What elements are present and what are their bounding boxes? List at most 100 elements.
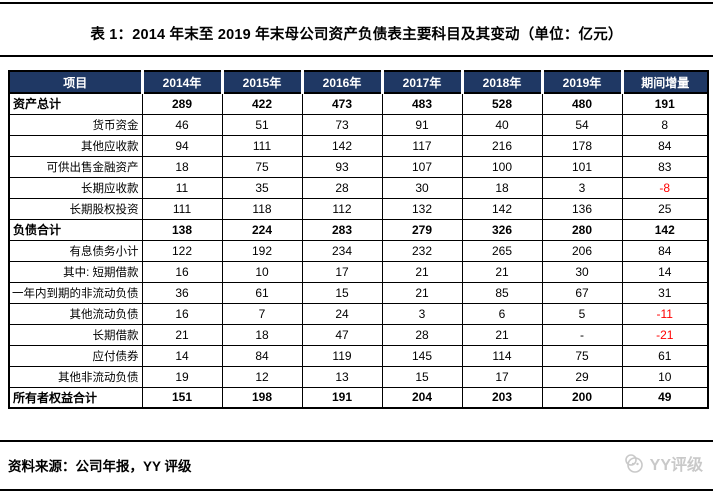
- cell-value: 30: [541, 260, 623, 283]
- cell-value: 84: [621, 134, 709, 157]
- table-row: 可供出售金融资产 18 75 93 107 100 101 83: [8, 155, 709, 178]
- cell-value: 10: [221, 260, 303, 283]
- cell-value: 16: [141, 302, 223, 325]
- cell-value: 13: [301, 365, 383, 388]
- cell-value: 21: [461, 323, 543, 346]
- cell-value: 234: [301, 239, 383, 262]
- table-row: 其他流动负债 16 7 24 3 6 5 -11: [8, 302, 709, 325]
- cell-value: 46: [141, 113, 223, 136]
- cell-value: 192: [221, 239, 303, 262]
- cell-value: 265: [461, 239, 543, 262]
- cell-value: 21: [141, 323, 223, 346]
- cell-value: 480: [541, 92, 623, 115]
- row-label: 其他应收款: [8, 134, 143, 157]
- cell-value: 67: [541, 281, 623, 304]
- cell-value: 142: [301, 134, 383, 157]
- cell-value: 138: [141, 218, 223, 241]
- cell-value: 280: [541, 218, 623, 241]
- cell-value: 51: [221, 113, 303, 136]
- column-header: 期间增量: [620, 71, 708, 94]
- cell-value: 18: [141, 155, 223, 178]
- cell-value: 191: [301, 386, 383, 409]
- cell-value: 36: [141, 281, 223, 304]
- cell-value: 21: [381, 281, 463, 304]
- cell-value: 289: [141, 92, 223, 115]
- table-row: 资产总计 289 422 473 483 528 480 191: [8, 92, 709, 115]
- table-row: 一年内到期的非流动负债 36 61 15 21 85 67 31: [8, 281, 709, 304]
- cell-value: -11: [621, 302, 709, 325]
- cell-value: 91: [381, 113, 463, 136]
- cell-value: 119: [301, 344, 383, 367]
- column-header: 项目: [9, 71, 142, 94]
- cell-value: 206: [541, 239, 623, 262]
- cell-value: 528: [461, 92, 543, 115]
- row-label: 可供出售金融资产: [8, 155, 143, 178]
- cell-value: 25: [621, 197, 709, 220]
- row-label: 长期借款: [8, 323, 143, 346]
- cell-value: 10: [621, 365, 709, 388]
- cell-value: 198: [221, 386, 303, 409]
- column-header: 2015年: [220, 71, 302, 94]
- source-note: 资料来源：公司年报，YY 评级: [8, 459, 192, 474]
- cell-value: 326: [461, 218, 543, 241]
- cell-value: 21: [461, 260, 543, 283]
- cell-value: 111: [141, 197, 223, 220]
- cell-value: 28: [301, 176, 383, 199]
- cell-value: 19: [141, 365, 223, 388]
- cell-value: 178: [541, 134, 623, 157]
- column-header: 2018年: [460, 71, 542, 94]
- top-divider: [0, 2, 713, 4]
- row-label: 其他非流动负债: [8, 365, 143, 388]
- table-header: 项目 2014年 2015年 2016年 2017年 2018年 2019年 期间增量: [9, 71, 708, 94]
- cell-value: 142: [461, 197, 543, 220]
- cell-value: 17: [461, 365, 543, 388]
- table-row: 有息债务小计 122 192 234 232 265 206 84: [8, 239, 709, 262]
- cell-value: 112: [301, 197, 383, 220]
- cell-value: 84: [221, 344, 303, 367]
- cell-value: 93: [301, 155, 383, 178]
- table-row: 其他应收款 94 111 142 117 216 178 84: [8, 134, 709, 157]
- cell-value: 145: [381, 344, 463, 367]
- table-row: 负债合计 138 224 283 279 326 280 142: [8, 218, 709, 241]
- cell-value: 283: [301, 218, 383, 241]
- header-row: 项目 2014年 2015年 2016年 2017年 2018年 2019年 期间增量: [9, 71, 708, 94]
- balance-sheet-table: 项目 2014年 2015年 2016年 2017年 2018年 2019年 期间增量 资产总…: [8, 70, 709, 409]
- row-label: 一年内到期的非流动负债: [8, 281, 143, 304]
- cell-value: 114: [461, 344, 543, 367]
- cell-value: 204: [381, 386, 463, 409]
- cell-value: 94: [141, 134, 223, 157]
- cell-value: 8: [621, 113, 709, 136]
- bottom-divider: [0, 489, 713, 491]
- cell-value: 279: [381, 218, 463, 241]
- cell-value: 111: [221, 134, 303, 157]
- row-label: 有息债务小计: [8, 239, 143, 262]
- row-label: 负债合计: [8, 218, 143, 241]
- watermark: YY评级: [623, 451, 703, 475]
- row-label: 长期应收款: [8, 176, 143, 199]
- yy-logo-icon: [623, 452, 645, 474]
- cell-value: 17: [301, 260, 383, 283]
- cell-value: 101: [541, 155, 623, 178]
- cell-value: -21: [621, 323, 709, 346]
- cell-value: 40: [461, 113, 543, 136]
- cell-value: 200: [541, 386, 623, 409]
- cell-value: 30: [381, 176, 463, 199]
- cell-value: 3: [381, 302, 463, 325]
- cell-value: 15: [301, 281, 383, 304]
- row-label: 应付债券: [8, 344, 143, 367]
- column-header: 2014年: [140, 71, 222, 94]
- table-row: 其他非流动负债 19 12 13 15 17 29 10: [8, 365, 709, 388]
- cell-value: 107: [381, 155, 463, 178]
- title-divider: [0, 55, 713, 57]
- cell-value: 21: [381, 260, 463, 283]
- cell-value: 28: [381, 323, 463, 346]
- cell-value: 142: [621, 218, 709, 241]
- cell-value: 3: [541, 176, 623, 199]
- cell-value: 14: [621, 260, 709, 283]
- cell-value: 31: [621, 281, 709, 304]
- cell-value: 136: [541, 197, 623, 220]
- cell-value: 83: [621, 155, 709, 178]
- row-label: 所有者权益合计: [8, 386, 143, 409]
- cell-value: 16: [141, 260, 223, 283]
- cell-value: 122: [141, 239, 223, 262]
